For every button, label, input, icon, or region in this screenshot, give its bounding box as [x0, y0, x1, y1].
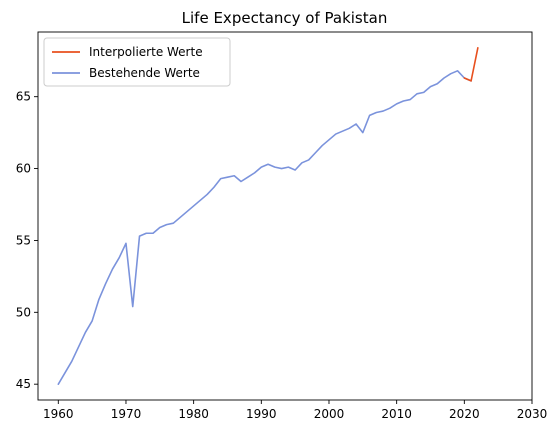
y-tick-label: 50	[16, 305, 31, 319]
plot-area: 1960 1970 1980 1990 2000 2010 2020 2030 45 50 55 60…	[16, 31, 548, 421]
series-line-1	[57, 70, 472, 385]
x-tick-label: 1970	[111, 407, 142, 421]
x-tick-label: 2000	[314, 407, 345, 421]
series-line-0	[463, 47, 479, 82]
x-tick-label: 2010	[381, 407, 412, 421]
x-tick-label: 1960	[43, 407, 74, 421]
chart-title: Life Expectancy of Pakistan	[182, 9, 388, 27]
x-tick-label: 1990	[246, 407, 277, 421]
legend-label: Interpolierte Werte	[89, 45, 203, 59]
y-tick-label: 55	[16, 233, 31, 247]
axes-frame	[37, 31, 533, 401]
x-tick-label: 2030	[517, 407, 548, 421]
y-tick-label: 60	[16, 162, 31, 176]
y-tick-label: 65	[16, 90, 31, 104]
legend-label: Bestehende Werte	[89, 66, 200, 80]
legend-box	[43, 37, 231, 87]
x-tick-label: 2020	[449, 407, 480, 421]
x-tick-label: 1980	[178, 407, 209, 421]
y-tick-label: 45	[16, 377, 31, 391]
